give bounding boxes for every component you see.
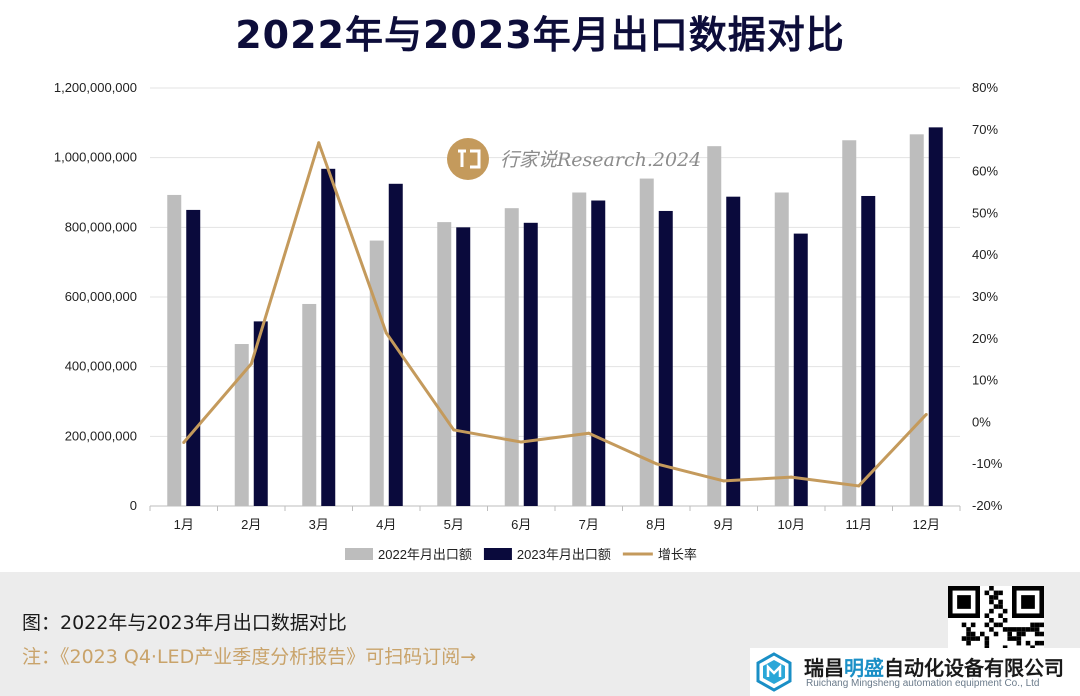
- growth-rate-point: [857, 484, 861, 488]
- bar-2023: [793, 233, 808, 506]
- bar-2022: [369, 240, 384, 506]
- legend-label: 增长率: [658, 547, 697, 562]
- company-name-en: Ruichang Mingsheng automation equipment …: [806, 678, 1040, 689]
- bar-2022: [774, 192, 789, 506]
- company-badge: 瑞昌明盛自动化设备有限公司 Ruichang Mingsheng automat…: [750, 648, 1080, 696]
- watermark-logo-mark: [458, 149, 481, 169]
- growth-rate-point: [249, 362, 253, 366]
- growth-rate-point: [317, 141, 321, 145]
- bar-2023: [186, 209, 201, 506]
- bar-2023: [726, 196, 741, 506]
- bar-2022: [842, 140, 857, 506]
- y2-tick-label: 80%: [972, 80, 998, 95]
- bar-2022: [572, 192, 587, 506]
- legend-label: 2023年月出口额: [517, 547, 611, 562]
- bar-2023: [928, 127, 943, 506]
- x-tick-label: 5月: [444, 517, 464, 532]
- x-tick-label: 10月: [778, 517, 805, 532]
- bar-2023: [456, 227, 471, 507]
- bar-2022: [437, 222, 452, 506]
- bar-2023: [591, 200, 606, 507]
- y2-tick-label: 30%: [972, 289, 998, 304]
- bar-2023: [658, 210, 673, 506]
- bar-2023: [253, 321, 268, 506]
- y-tick-label: 1,000,000,000: [54, 150, 137, 165]
- x-tick-label: 2月: [241, 517, 261, 532]
- growth-rate-point: [384, 331, 388, 335]
- growth-rate-point: [789, 475, 793, 479]
- y-tick-label: 600,000,000: [65, 289, 137, 304]
- legend-label: 2022年月出口额: [378, 547, 472, 562]
- x-tick-label: 11月: [846, 517, 873, 532]
- x-tick-label: 12月: [913, 517, 940, 532]
- chart: 行家说Research.2024 0 200,000,000 400,000,000…: [54, 80, 1003, 562]
- watermark: 行家说Research.2024: [447, 138, 701, 180]
- y2-tick-label: 40%: [972, 247, 998, 262]
- growth-rate-point: [452, 428, 456, 432]
- watermark-logo-icon: [447, 138, 489, 180]
- company-logo-icon: [756, 652, 792, 692]
- x-tick-label: 8月: [646, 517, 666, 532]
- y2-tick-label: 10%: [972, 373, 998, 388]
- subscribe-note: 注：《2023 Q4·LED产业季度分析报告》可扫码订阅→: [22, 646, 477, 668]
- y-tick-label: 1,200,000,000: [54, 80, 137, 95]
- bar-2022: [909, 134, 924, 506]
- legend: 2022年月出口额 2023年月出口额 增长率: [345, 547, 697, 562]
- y2-tick-label: 50%: [972, 205, 998, 220]
- bar-2022: [504, 208, 519, 507]
- y-tick-label: 200,000,000: [65, 428, 137, 443]
- bar-2022: [707, 146, 722, 506]
- legend-swatch: [345, 548, 373, 560]
- y2-tick-label: -10%: [972, 456, 1003, 471]
- y2-tick-label: 70%: [972, 122, 998, 137]
- x-tick-label: 3月: [309, 517, 329, 532]
- legend-swatch: [483, 548, 512, 560]
- company-name: 瑞昌明盛自动化设备有限公司: [804, 656, 1064, 680]
- x-tick-label: 6月: [511, 517, 531, 532]
- bar-2023: [523, 222, 538, 506]
- y-tick-label: 400,000,000: [65, 359, 137, 374]
- y-tick-label: 0: [130, 498, 137, 513]
- growth-rate-point: [654, 462, 658, 466]
- growth-rate-point: [587, 431, 591, 435]
- bar-2022: [167, 194, 182, 506]
- x-tick-label: 4月: [376, 517, 396, 532]
- x-tick-label: 9月: [714, 517, 734, 532]
- x-tick-label: 1月: [174, 517, 194, 532]
- x-tick-label: 7月: [579, 517, 599, 532]
- y-tick-label: 800,000,000: [65, 219, 137, 234]
- growth-rate-line: [182, 141, 928, 488]
- growth-rate-point: [722, 479, 726, 483]
- y2-tick-label: 20%: [972, 331, 998, 346]
- y2-tick-label: 0%: [972, 414, 991, 429]
- bar-2022: [302, 303, 317, 506]
- y2-tick-label: -20%: [972, 498, 1003, 513]
- growth-rate-point: [182, 440, 186, 444]
- bar-2023: [321, 168, 336, 506]
- figure-caption: 图：2022年与2023年月出口数据对比: [22, 612, 347, 634]
- growth-rate-point: [519, 440, 523, 444]
- bar-2022: [234, 344, 249, 506]
- footer: 图：2022年与2023年月出口数据对比 注：《2023 Q4·LED产业季度分…: [0, 572, 1080, 696]
- bar-2023: [861, 195, 876, 506]
- bar-2022: [639, 178, 654, 507]
- growth-rate-point: [924, 412, 928, 416]
- page-title: 2022年与2023年月出口数据对比: [235, 13, 845, 57]
- y2-tick-label: 60%: [972, 164, 998, 179]
- watermark-text: 行家说Research.2024: [500, 149, 701, 171]
